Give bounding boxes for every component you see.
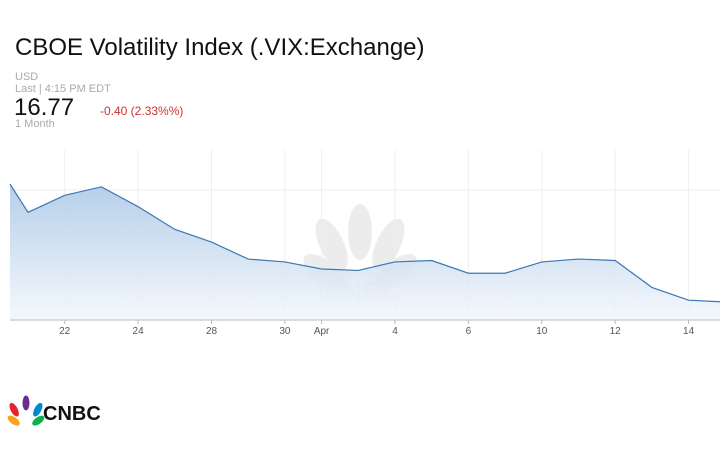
x-tick-label: 6 <box>466 326 472 337</box>
line <box>9 183 720 303</box>
price: 16.77 <box>14 94 74 121</box>
x-tick-label: 12 <box>610 326 622 337</box>
change: -0.40 (2.33%%) <box>100 104 183 118</box>
x-tick-label: 28 <box>206 326 218 337</box>
x-tick-label: Apr <box>314 326 330 337</box>
plot-area: CNBC <box>10 150 720 320</box>
x-tick-label: 22 <box>59 326 71 337</box>
currency: USD <box>15 71 38 83</box>
x-tick-label: 10 <box>536 326 548 337</box>
x-tick-label: 4 <box>392 326 398 337</box>
area <box>10 184 720 320</box>
chart-title: CBOE Volatility Index (.VIX:Exchange) <box>15 34 425 61</box>
logo-text: CNBC <box>43 403 101 425</box>
x-tick-label: 14 <box>683 326 695 337</box>
x-tick-label: 30 <box>279 326 291 337</box>
period: 1 Month <box>15 118 55 130</box>
x-tick-label: 24 <box>133 326 145 337</box>
logo: CNBC <box>7 395 101 426</box>
last-time: Last | 4:15 PM EDT <box>15 83 111 95</box>
